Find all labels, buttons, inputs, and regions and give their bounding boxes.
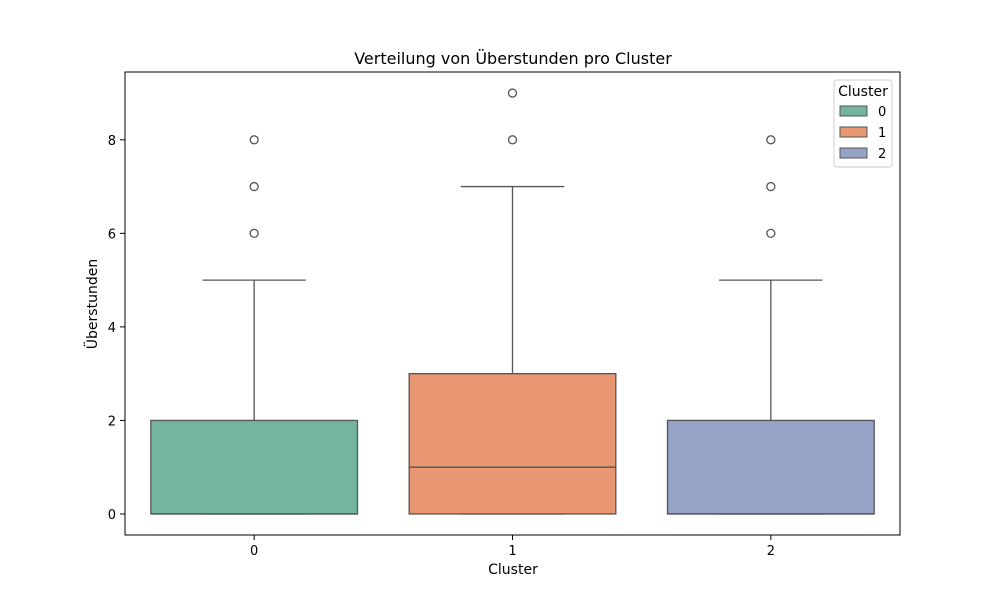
legend-entry-label: 2	[878, 147, 886, 162]
legend-swatch-1	[839, 126, 868, 138]
outlier-point	[766, 228, 776, 238]
y-tick-label: 2	[108, 414, 116, 429]
legend-entry-label: 0	[878, 105, 886, 120]
x-tick-label: 1	[508, 544, 516, 559]
legend-title: Cluster	[838, 84, 888, 100]
outlier-point	[249, 228, 259, 238]
box-group-0	[150, 135, 359, 515]
y-axis-label: Überstunden	[83, 259, 101, 349]
outlier-point	[249, 181, 259, 192]
x-axis: 0 1 2	[250, 535, 775, 559]
plot-area	[150, 88, 875, 515]
legend-swatch-2	[839, 147, 868, 159]
legend-frame	[833, 79, 893, 168]
y-tick-label: 8	[108, 134, 116, 149]
box	[666, 419, 875, 515]
box	[408, 373, 617, 515]
outlier-point	[766, 181, 776, 192]
x-axis-label: Cluster	[488, 562, 538, 578]
y-tick-label: 6	[108, 227, 116, 242]
outlier-point	[507, 135, 518, 145]
box	[150, 419, 359, 515]
legend-swatch-0	[839, 105, 868, 117]
legend-entry-label: 1	[878, 126, 886, 141]
x-tick-label: 0	[250, 544, 258, 559]
outlier-point	[766, 135, 776, 145]
chart-title: Verteilung von Überstunden pro Cluster	[354, 49, 672, 68]
y-tick-label: 0	[108, 508, 116, 523]
x-tick-label: 2	[767, 544, 775, 559]
outlier-point	[507, 88, 518, 98]
outlier-point	[249, 135, 259, 145]
box-group-2	[666, 135, 875, 515]
y-tick-label: 4	[108, 321, 116, 336]
box-group-1	[408, 88, 617, 515]
legend: Cluster 0 1 2	[833, 79, 893, 168]
y-axis: 0 2 4 6 8	[108, 134, 125, 523]
